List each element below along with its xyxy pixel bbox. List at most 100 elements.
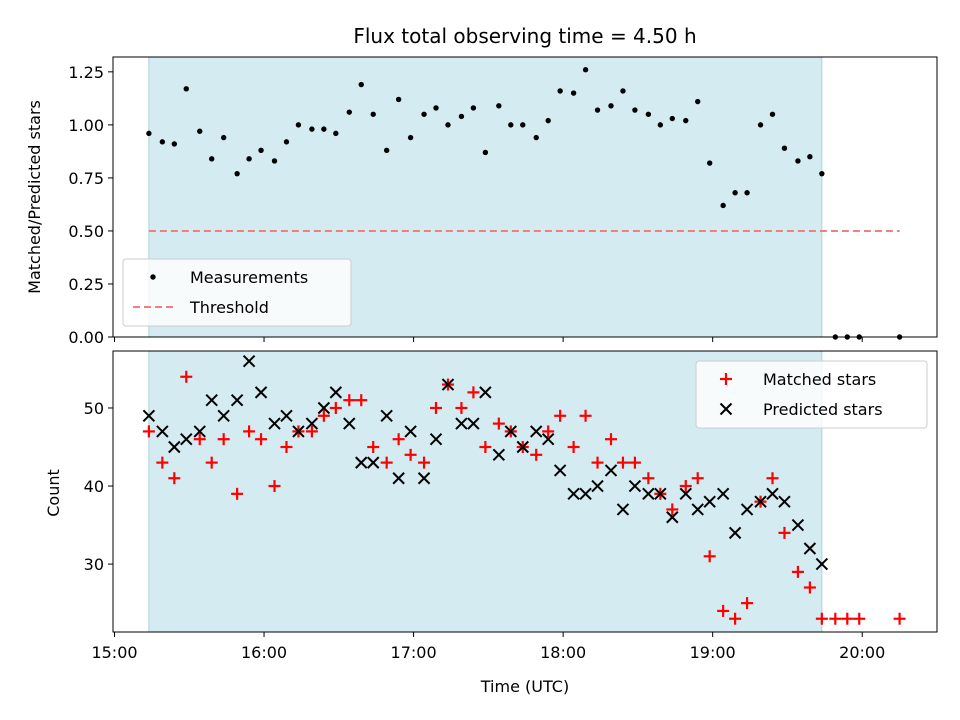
bottom-y-axis: 30 40 50 — [84, 399, 113, 574]
matched-star-point — [642, 472, 655, 485]
matched-stars-series — [142, 370, 906, 625]
top-y-axis-title: Matched/Predicted stars — [25, 100, 44, 294]
measurement-point — [720, 202, 726, 209]
x-axis-title: Time (UTC) — [480, 677, 569, 696]
predicted-star-point — [791, 518, 805, 532]
measurement-point — [283, 139, 290, 145]
predicted-star-point — [193, 425, 206, 438]
x-tick-label: 16:00 — [241, 643, 287, 662]
matched-star-point — [815, 612, 828, 625]
matched-star-point — [530, 448, 543, 461]
matched-star-point — [380, 456, 393, 469]
matched-star-point — [717, 604, 730, 617]
predicted-star-point — [268, 417, 281, 430]
legend-predicted-label: Predicted stars — [763, 400, 883, 419]
predicted-star-point — [628, 479, 642, 493]
predicted-star-point — [254, 386, 268, 399]
matched-star-point — [467, 386, 480, 399]
measurement-point — [421, 111, 427, 117]
bottom-panel-counts: 30 40 50 15:00 16:00 17:00 18:00 19:00 20:00 Co… — [44, 350, 938, 696]
predicted-star-point — [168, 440, 181, 454]
matched-star-point — [778, 526, 791, 539]
legend-measurements-marker — [150, 274, 156, 280]
measurement-point — [570, 90, 577, 96]
predicted-star-point — [417, 472, 431, 485]
predicted-star-point — [230, 393, 244, 407]
bottom-x-axis: 15:00 16:00 17:00 18:00 19:00 20:00 — [91, 632, 885, 662]
matched-star-point — [479, 441, 492, 454]
measurement-point — [557, 88, 563, 94]
matched-star-point — [180, 370, 193, 383]
measurement-point — [395, 96, 402, 103]
measurement-point — [470, 105, 477, 111]
predicted-star-point — [642, 487, 655, 501]
predicted-star-point — [728, 526, 742, 540]
top-plot-frame — [112, 56, 938, 338]
legend-predicted-marker — [719, 402, 733, 416]
predicted-star-point — [242, 354, 256, 368]
predicted-star-point — [604, 464, 618, 477]
measurement-point — [819, 170, 825, 177]
matched-star-point — [255, 433, 268, 446]
measurement-point — [545, 117, 551, 124]
matched-star-point — [604, 433, 617, 446]
measurement-point — [258, 147, 264, 154]
x-tick-label: 17:00 — [391, 643, 437, 662]
predicted-star-point — [541, 432, 555, 446]
predicted-star-point — [292, 425, 305, 438]
top-panel-ratio: 0.00 0.25 0.50 0.75 1.00 1.25 Matched/Predict… — [25, 56, 938, 347]
measurement-point — [383, 147, 390, 154]
matched-star-point — [841, 612, 854, 625]
measurement-point — [159, 139, 166, 145]
measurement-point — [197, 128, 203, 134]
matched-star-point — [616, 456, 629, 469]
measurement-point — [695, 98, 701, 105]
measurement-point — [533, 134, 539, 141]
measurement-point — [582, 67, 589, 73]
matched-star-point — [628, 456, 641, 469]
chart-title: Flux total observing time = 4.50 h — [353, 24, 696, 48]
predicted-star-point — [380, 409, 393, 422]
matched-star-point — [156, 456, 169, 469]
bottom-y-axis-title: Count — [44, 469, 63, 517]
x-tick-label: 15:00 — [91, 643, 137, 662]
measurement-point — [520, 122, 526, 128]
measurement-point — [683, 117, 689, 124]
measurement-point — [732, 190, 738, 196]
measurement-point — [496, 103, 502, 109]
bottom-y-tick-label: 50 — [84, 399, 104, 418]
predicted-star-point — [766, 487, 779, 501]
matched-star-point — [168, 472, 181, 485]
measurement-point — [271, 158, 278, 164]
measurement-point — [309, 126, 315, 132]
predicted-star-point — [516, 440, 529, 454]
matched-star-point — [430, 401, 443, 414]
matched-star-point — [679, 480, 692, 493]
bottom-legend: Matched stars Predicted stars — [695, 360, 928, 429]
top-y-tick-label: 0.50 — [68, 222, 104, 241]
measurement-point — [234, 170, 240, 177]
measurement-point — [608, 103, 614, 109]
predicted-star-point — [343, 417, 356, 430]
measurement-point — [657, 122, 664, 128]
measurement-point — [346, 109, 352, 115]
matched-star-point — [231, 487, 244, 500]
predicted-star-point — [553, 464, 567, 477]
matched-star-point — [205, 456, 218, 469]
measurement-point — [744, 190, 750, 196]
legend-matched-label: Matched stars — [763, 370, 876, 389]
matched-star-point — [829, 612, 842, 625]
predicted-star-point — [803, 542, 817, 555]
matched-star-point — [455, 401, 468, 414]
top-y-tick-label: 0.75 — [68, 169, 104, 188]
measurement-point — [220, 134, 227, 141]
matched-star-point — [305, 425, 318, 438]
x-tick-label: 18:00 — [540, 643, 586, 662]
matched-star-point — [343, 394, 356, 407]
top-y-axis: 0.00 0.25 0.50 0.75 1.00 1.25 — [68, 63, 113, 347]
predicted-star-point — [591, 479, 604, 493]
predicted-star-point — [392, 472, 405, 485]
measurement-point — [706, 160, 713, 166]
legend-measurements-label: Measurements — [190, 268, 308, 287]
predicted-star-point — [492, 448, 506, 462]
